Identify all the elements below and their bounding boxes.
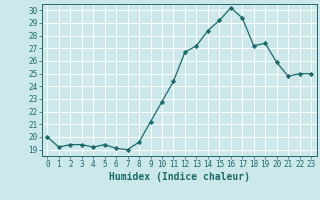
X-axis label: Humidex (Indice chaleur): Humidex (Indice chaleur)	[109, 172, 250, 182]
